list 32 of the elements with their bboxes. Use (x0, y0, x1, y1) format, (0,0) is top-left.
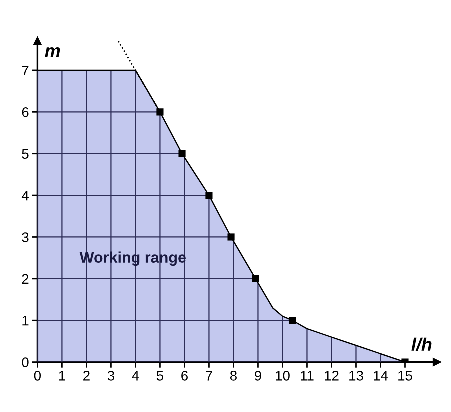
y-tick-label: 4 (22, 191, 29, 201)
x-axis-title: l/h (412, 338, 432, 352)
y-tick-label: 0 (22, 358, 29, 368)
y-axis-title: m (45, 47, 60, 58)
point (156, 108, 164, 116)
x-tick-label: 14 (374, 371, 388, 381)
y-tick-label: 5 (22, 149, 29, 160)
y-tick-label: 6 (22, 108, 29, 118)
x-tick-label: 3 (108, 371, 114, 381)
x-tick-label: 9 (255, 371, 262, 381)
x-tick-label: 0 (34, 371, 42, 381)
y-tick-label: 7 (22, 66, 29, 76)
x-tick-label: 10 (276, 371, 290, 381)
x-tick-label: 13 (350, 371, 364, 381)
x-tick-label: 6 (182, 371, 188, 381)
x-tick-label: 5 (156, 371, 164, 381)
point (206, 192, 213, 200)
y-tick-label: 3 (22, 232, 29, 242)
y-tick-label: 2 (22, 274, 29, 284)
point (178, 150, 186, 158)
x-tick-label: 2 (84, 371, 90, 381)
x-tick-label: 8 (230, 371, 237, 381)
y-tick-label: 1 (22, 316, 29, 326)
x-tick-label: 12 (325, 371, 339, 381)
x-tick-label: 11 (301, 371, 314, 381)
x-tick-label: 7 (206, 371, 212, 381)
point (228, 234, 235, 241)
x-tick-label: 1 (59, 371, 66, 381)
point (252, 275, 260, 282)
x-tick-label: 4 (132, 371, 140, 381)
point (288, 317, 296, 324)
x-tick-label: 15 (398, 371, 412, 381)
